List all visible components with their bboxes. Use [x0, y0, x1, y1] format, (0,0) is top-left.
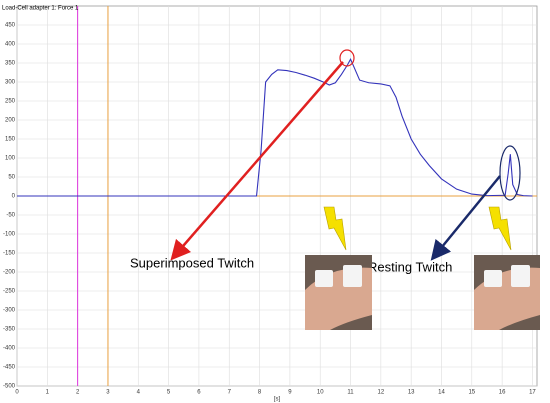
- annotation: Resting Twitch: [368, 259, 452, 274]
- x-tick-label: 17: [529, 390, 536, 396]
- x-tick-label: 8: [258, 390, 262, 396]
- y-tick-label: -250: [3, 289, 16, 295]
- highlight-ellipse: [499, 145, 521, 201]
- y-tick-label: -50: [6, 213, 15, 219]
- x-tick-label: 6: [197, 390, 201, 396]
- y-tick-label: -200: [3, 270, 16, 276]
- y-tick-label: 50: [8, 175, 15, 181]
- grid: -500-450-400-350-300-250-200-150-100-500…: [3, 6, 537, 396]
- annotation: Superimposed Twitch: [130, 255, 254, 270]
- y-tick-label: -450: [3, 365, 16, 371]
- y-tick-label: -500: [3, 384, 16, 390]
- y-tick-label: 450: [5, 23, 16, 29]
- photo: [305, 255, 372, 330]
- x-tick-label: 14: [438, 390, 445, 396]
- data-line: [17, 57, 533, 197]
- y-tick-label: 0: [12, 194, 16, 200]
- y-tick-label: 100: [5, 156, 16, 162]
- y-tick-label: -300: [3, 308, 16, 314]
- y-tick-label: 200: [5, 118, 16, 124]
- y-tick-label: -150: [3, 251, 16, 257]
- x-tick-label: 11: [347, 390, 354, 396]
- x-tick-label: 16: [499, 390, 506, 396]
- arrow: [170, 61, 344, 261]
- x-tick-label: 10: [317, 390, 324, 396]
- y-tick-label: -400: [3, 346, 16, 352]
- y-tick-label: 250: [5, 99, 16, 105]
- photo: [474, 255, 540, 330]
- y-tick-label: 350: [5, 61, 16, 67]
- y-tick-label: 300: [5, 80, 16, 86]
- x-axis-label: [s]: [274, 397, 281, 403]
- x-tick-label: 2: [76, 390, 80, 396]
- x-tick-label: 13: [408, 390, 415, 396]
- y-tick-label: -100: [3, 232, 16, 238]
- x-tick-label: 0: [15, 390, 19, 396]
- x-tick-label: 9: [288, 390, 292, 396]
- x-tick-label: 3: [106, 390, 110, 396]
- marks: [17, 6, 537, 386]
- x-tick-label: 7: [228, 390, 232, 396]
- x-tick-label: 1: [46, 390, 50, 396]
- arrow: [430, 175, 501, 261]
- x-tick-label: 12: [378, 390, 385, 396]
- highlight-circle: [339, 49, 355, 67]
- y-tick-label: -350: [3, 327, 16, 333]
- x-tick-label: 5: [167, 390, 171, 396]
- lightning-icon: [323, 206, 347, 251]
- chart-title: Load-Cell adapter 1: Force 1: [2, 6, 79, 12]
- x-tick-label: 4: [137, 390, 141, 396]
- x-tick-label: 15: [468, 390, 475, 396]
- y-tick-label: 150: [5, 137, 16, 143]
- lightning-icon: [488, 206, 512, 251]
- y-tick-label: 400: [5, 42, 16, 48]
